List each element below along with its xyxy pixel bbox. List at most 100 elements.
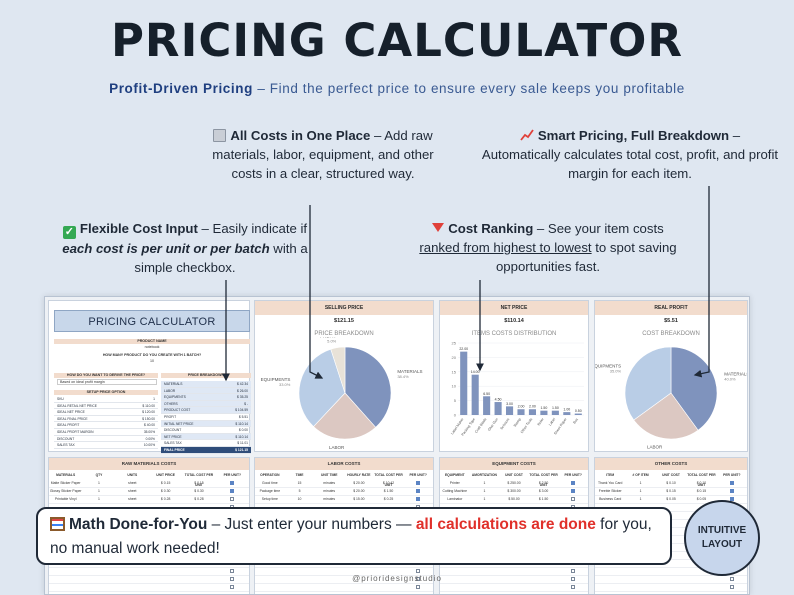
per-unit-checkbox[interactable] — [416, 481, 421, 486]
table-cell[interactable]: 10 — [297, 497, 302, 501]
per-unit-checkbox[interactable] — [571, 489, 576, 494]
table-cell[interactable]: $ 0.30 — [194, 489, 204, 493]
table-cell[interactable]: minutes — [323, 497, 336, 501]
table-cell-checkbox[interactable] — [403, 584, 433, 591]
table-cell[interactable]: $ 0.15 — [666, 489, 676, 493]
table-cell-checkbox[interactable] — [717, 576, 747, 583]
table-cell[interactable]: Laminator — [447, 497, 463, 501]
per-unit-checkbox[interactable] — [571, 497, 576, 502]
table-cell[interactable]: $ 0.28 — [194, 497, 204, 501]
table-cell-checkbox[interactable] — [717, 480, 747, 487]
row-value[interactable]: $ 110.00 — [142, 403, 155, 408]
table-cell-checkbox[interactable] — [403, 488, 433, 495]
per-unit-checkbox[interactable] — [230, 481, 235, 486]
batch-value[interactable]: 10 — [150, 359, 154, 363]
table-cell-checkbox[interactable] — [717, 584, 747, 591]
table-cell[interactable]: $ 15.00 — [353, 497, 365, 501]
table-cell[interactable]: $ 0.25 — [383, 497, 394, 501]
table-cell[interactable]: $ 0.30 — [160, 489, 171, 493]
table-cell[interactable]: $ 0.15 — [160, 481, 171, 485]
table-cell[interactable]: $ 50.00 — [508, 497, 520, 501]
table-cell[interactable]: 1 — [483, 489, 486, 493]
table-cell-checkbox[interactable] — [558, 576, 588, 583]
derive-select[interactable]: Based on ideal profit margin — [57, 379, 157, 385]
table-cell[interactable]: Package time — [259, 489, 281, 493]
table-cell[interactable]: Setup time — [261, 497, 278, 501]
table-cell[interactable]: Matte Sticker Paper — [50, 481, 81, 485]
table-cell[interactable]: sheet — [128, 481, 137, 485]
table-cell[interactable]: $ 20.00 — [353, 489, 365, 493]
table-cell-checkbox[interactable] — [403, 496, 433, 503]
table-cell-checkbox[interactable] — [558, 584, 588, 591]
table-cell[interactable]: minutes — [323, 481, 336, 485]
table-cell[interactable]: Thank You Card — [598, 481, 623, 485]
per-unit-checkbox[interactable] — [729, 481, 734, 486]
per-unit-checkbox[interactable] — [230, 497, 235, 502]
table-cell[interactable]: Printable Vinyl — [54, 497, 77, 501]
table-cell[interactable]: $ 0.10 — [666, 481, 676, 485]
table-cell[interactable]: $ 250.00 — [507, 481, 521, 485]
row-value[interactable]: $ 150.00 — [142, 416, 155, 421]
table-cell[interactable]: 1 — [483, 481, 486, 485]
table-cell[interactable]: 1 — [483, 497, 486, 501]
table-cell[interactable]: Freebie Sticker — [598, 489, 622, 493]
per-unit-checkbox[interactable] — [571, 481, 576, 486]
table-cell[interactable]: $ 3.00 — [538, 489, 549, 493]
table-cell[interactable]: $ 0.28 — [160, 497, 171, 501]
table-cell[interactable]: 1 — [639, 489, 642, 493]
row-value[interactable]: 0.00% — [145, 436, 155, 441]
table-cell[interactable]: Cutting Machine — [442, 489, 468, 493]
table-cell[interactable]: Glossy Sticker Paper — [49, 489, 82, 493]
row-value[interactable]: 35.00% — [143, 429, 155, 434]
table-cell[interactable]: sheet — [128, 489, 137, 493]
table-cell[interactable]: Good time — [262, 481, 278, 485]
per-unit-checkbox[interactable] — [729, 489, 734, 494]
table-cell[interactable]: sheet — [128, 497, 137, 501]
table-cell[interactable]: $ 0.05 — [666, 497, 676, 501]
per-unit-checkbox[interactable] — [416, 585, 421, 590]
per-unit-checkbox[interactable] — [230, 577, 235, 582]
table-cell-checkbox[interactable] — [216, 488, 249, 495]
table-cell[interactable]: $ 300.00 — [507, 489, 521, 493]
table-cell-checkbox[interactable] — [558, 568, 588, 575]
table-cell[interactable]: Printer — [449, 481, 460, 485]
table-cell[interactable]: 1 — [639, 481, 642, 485]
table-cell-checkbox[interactable] — [403, 576, 433, 583]
table-cell-checkbox[interactable] — [558, 488, 588, 495]
per-unit-checkbox[interactable] — [571, 585, 576, 590]
table-cell[interactable]: $ 0.15 — [194, 481, 204, 485]
per-unit-checkbox[interactable] — [571, 569, 576, 574]
table-cell[interactable]: Business Card — [599, 497, 622, 501]
table-cell[interactable]: $ 0.15 — [696, 489, 707, 493]
table-cell-checkbox[interactable] — [558, 496, 588, 503]
per-unit-checkbox[interactable] — [416, 569, 421, 574]
table-cell[interactable]: 5 — [298, 489, 301, 493]
table-cell[interactable]: $ 1.50 — [383, 489, 394, 493]
row-value[interactable]: $ 120.00 — [142, 410, 155, 415]
product-name-value[interactable]: notebook — [144, 345, 160, 349]
table-cell[interactable]: 15 — [297, 481, 302, 485]
table-cell-checkbox[interactable] — [717, 488, 747, 495]
per-unit-checkbox[interactable] — [729, 577, 734, 582]
table-cell[interactable]: 1 — [639, 497, 642, 501]
table-cell[interactable]: $ 0.05 — [696, 497, 707, 501]
per-unit-checkbox[interactable] — [416, 497, 421, 502]
table-cell[interactable]: 1 — [98, 481, 100, 485]
table-cell-checkbox[interactable] — [216, 576, 249, 583]
row-value[interactable]: 10.00% — [143, 443, 155, 448]
table-cell[interactable]: minutes — [323, 489, 336, 493]
per-unit-checkbox[interactable] — [230, 489, 235, 494]
per-unit-checkbox[interactable] — [416, 489, 421, 494]
per-unit-checkbox[interactable] — [230, 569, 235, 574]
table-cell-checkbox[interactable] — [558, 480, 588, 487]
per-unit-checkbox[interactable] — [230, 585, 235, 590]
table-cell[interactable]: $ 20.00 — [353, 481, 365, 485]
table-cell-checkbox[interactable] — [216, 568, 249, 575]
table-cell[interactable]: $ 0.10 — [696, 481, 707, 485]
table-cell[interactable]: 1 — [98, 489, 100, 493]
table-cell-checkbox[interactable] — [216, 496, 249, 503]
per-unit-checkbox[interactable] — [571, 577, 576, 582]
table-cell[interactable]: $ 2.50 — [538, 481, 549, 485]
table-cell[interactable]: $ 10.42 — [382, 481, 395, 485]
table-cell[interactable]: $ 1.50 — [538, 497, 549, 501]
